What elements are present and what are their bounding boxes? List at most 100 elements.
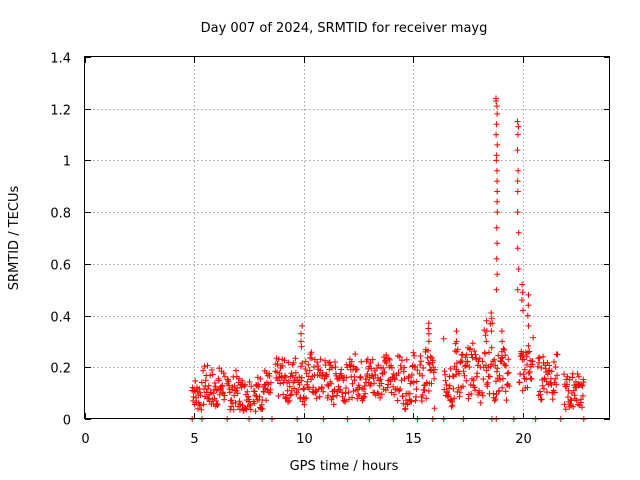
data-point [198, 406, 205, 413]
data-point [330, 401, 337, 408]
data-point [426, 361, 433, 368]
y-tick-label: 0.2 [50, 362, 71, 377]
data-point [285, 359, 292, 366]
data-point [357, 374, 364, 381]
data-point [494, 141, 501, 148]
data-point [431, 405, 438, 412]
data-point [498, 348, 505, 355]
data-point [578, 396, 585, 403]
data-point [477, 399, 484, 406]
data-point [481, 327, 488, 334]
data-point [467, 345, 474, 352]
data-point [554, 372, 561, 379]
data-point [231, 392, 238, 399]
data-point [360, 386, 367, 393]
data-point [523, 353, 530, 360]
x-tick-label: 0 [81, 432, 89, 447]
data-point [283, 394, 290, 401]
data-point [299, 360, 306, 367]
data-point [564, 381, 571, 388]
data-point [573, 397, 580, 404]
data-point [285, 377, 292, 384]
data-point [215, 377, 222, 384]
data-point [443, 381, 450, 388]
data-point [233, 387, 240, 394]
data-point [456, 370, 463, 377]
data-point [316, 393, 323, 400]
data-point [514, 286, 521, 293]
data-point [524, 361, 531, 368]
data-point [197, 392, 204, 399]
data-point [418, 358, 424, 365]
y-tick-label: 0.8 [50, 207, 71, 222]
data-point [275, 392, 282, 399]
data-point [524, 384, 531, 391]
data-point [491, 356, 498, 363]
data-point [314, 359, 321, 365]
data-point [266, 373, 273, 379]
data-point [392, 376, 398, 383]
data-point [518, 297, 525, 304]
data-point [579, 383, 586, 389]
data-point [257, 375, 264, 382]
data-point [548, 368, 555, 375]
data-point [514, 178, 521, 185]
data-point [453, 360, 460, 367]
data-point [453, 338, 460, 345]
data-point [476, 355, 483, 362]
data-point [520, 352, 527, 358]
data-point [514, 209, 521, 216]
data-point [449, 402, 456, 409]
data-point [528, 376, 535, 382]
data-point [519, 289, 526, 296]
data-point [500, 375, 506, 382]
data-point [288, 391, 295, 398]
data-point [565, 387, 572, 394]
data-point [280, 391, 287, 398]
data-point [537, 391, 544, 398]
data-point [298, 338, 304, 345]
data-point [308, 349, 315, 356]
data-point [411, 352, 418, 359]
y-tick-label: 1 [63, 155, 71, 170]
data-point [212, 383, 219, 390]
data-point [519, 281, 526, 288]
data-point [190, 393, 197, 400]
data-point [380, 365, 387, 372]
data-point [239, 402, 246, 409]
data-point [425, 388, 432, 394]
data-point [425, 330, 432, 337]
data-point [525, 370, 532, 377]
data-point [361, 383, 368, 389]
data-point [367, 380, 374, 387]
data-point [471, 348, 478, 355]
grid-lines [85, 57, 610, 419]
data-point [447, 365, 454, 372]
data-point [356, 384, 363, 391]
data-point [300, 385, 307, 392]
data-point [494, 167, 500, 174]
data-point [521, 366, 528, 373]
data-point [445, 391, 452, 398]
data-point [349, 380, 356, 387]
data-point [383, 352, 390, 358]
data-point [322, 362, 329, 368]
data-point [218, 385, 225, 392]
data-point [298, 374, 305, 381]
data-point [390, 370, 397, 377]
data-point [267, 379, 274, 386]
data-point [493, 95, 499, 102]
plot-frame [84, 56, 610, 419]
data-point [409, 371, 415, 378]
data-point [410, 379, 417, 386]
data-point [349, 394, 356, 401]
data-point [303, 395, 310, 401]
data-point [360, 394, 367, 401]
data-point [515, 123, 522, 130]
data-point [252, 408, 259, 415]
data-point [352, 351, 359, 357]
data-point [503, 362, 510, 369]
data-point [483, 367, 490, 374]
data-point [340, 377, 347, 384]
data-point [372, 371, 379, 378]
